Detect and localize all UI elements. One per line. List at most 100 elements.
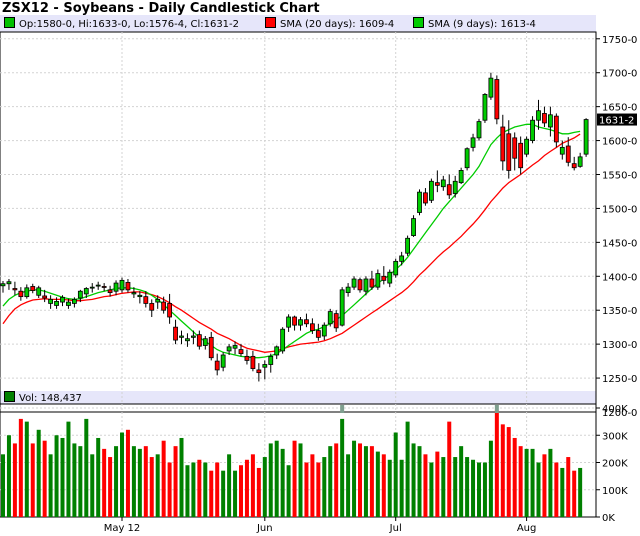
candle-body (48, 298, 53, 304)
volume-bar (203, 462, 208, 517)
candle-body (571, 163, 577, 169)
candle (214, 353, 220, 376)
candle (185, 333, 190, 347)
candle (250, 350, 256, 372)
candle-body (405, 237, 411, 254)
volume-bar (435, 451, 440, 517)
candle-body (77, 290, 83, 299)
candle-body (12, 288, 18, 291)
candle-body (506, 133, 512, 171)
candle-body (214, 360, 220, 371)
candle-body (500, 126, 506, 162)
candle (565, 137, 571, 167)
price-tick-label: 1400-0 (602, 272, 637, 283)
candle-body (185, 338, 190, 342)
volume-bar (578, 467, 583, 517)
candle (411, 215, 416, 237)
candle-body (345, 286, 351, 293)
volume-bar (114, 446, 119, 517)
volume-bar (322, 457, 327, 517)
volume-bar (363, 446, 368, 517)
volume-pane-frame (0, 403, 597, 518)
candle-body (232, 345, 238, 349)
ohlc-swatch-icon (4, 17, 15, 28)
candle (196, 330, 202, 350)
sma20-line (2, 133, 581, 353)
candle (208, 331, 214, 361)
candle (280, 327, 286, 354)
volume-bar (465, 457, 470, 517)
volume-bar (96, 437, 101, 517)
candle (488, 72, 494, 100)
volume-tick-label: 200K (602, 459, 628, 470)
candle-body (363, 278, 369, 292)
volume-bar (304, 462, 309, 517)
candle (357, 277, 363, 293)
volume-bar (358, 443, 362, 517)
volume-bar (411, 443, 416, 517)
candle-body (42, 295, 48, 299)
candle (18, 287, 24, 301)
volume-bar (334, 443, 339, 517)
sma9-legend-item: SMA (9 days): 1613-4 (413, 17, 536, 30)
candle-body (458, 170, 464, 184)
candle (494, 75, 500, 125)
volume-bar (227, 454, 232, 517)
candle-body (559, 146, 565, 155)
volume-bar (72, 443, 77, 517)
volume-swatch-icon (4, 391, 15, 402)
price-pane-frame (0, 31, 597, 413)
volume-bar (42, 440, 47, 517)
candle-body (173, 326, 178, 341)
volume-bar (524, 448, 529, 517)
candle (309, 318, 315, 334)
candle (119, 277, 125, 293)
candle-body (577, 156, 583, 167)
candle (143, 291, 149, 308)
candle (571, 156, 577, 171)
candle (95, 281, 101, 290)
volume-bar (197, 459, 202, 517)
candle (542, 106, 547, 127)
volume-bar (494, 410, 499, 517)
candle (107, 285, 113, 297)
candle-body (155, 298, 161, 303)
volume-bar (536, 462, 541, 517)
candle (369, 270, 375, 290)
candle (405, 235, 411, 256)
candle-body (333, 313, 339, 329)
candle-body (524, 138, 529, 155)
volume-bar (340, 418, 345, 517)
volume-bar (346, 454, 351, 517)
candle-body (167, 303, 173, 318)
candle-body (518, 142, 524, 169)
candle (161, 296, 167, 314)
volume-legend: Vol: 148,437 (0, 391, 596, 404)
candle-body (6, 281, 12, 285)
candle-body (375, 273, 381, 288)
candle (292, 315, 297, 331)
price-tick-label: 1200-0 (602, 408, 637, 419)
candle-body (143, 296, 149, 304)
candle (446, 174, 452, 199)
price-tick-label: 1350-0 (602, 306, 637, 317)
candle-body (30, 286, 36, 291)
candle-body (428, 180, 434, 201)
candle (304, 313, 309, 328)
candle-body (208, 336, 214, 359)
candle-body (494, 79, 500, 120)
candle-body (446, 184, 452, 196)
last-price-tag: 1631-2 (597, 113, 637, 127)
volume-bar (286, 465, 291, 517)
volume-bar (459, 446, 464, 517)
candle (6, 279, 12, 290)
volume-bar (78, 446, 83, 517)
candle-body (482, 94, 488, 121)
candle-body (190, 335, 196, 338)
candle-body (24, 287, 30, 298)
volume-bar (209, 470, 214, 517)
ohlc-legend-item: Op:1580-0, Hi:1633-0, Lo:1576-4, Cl:1631… (4, 17, 239, 30)
volume-bar (417, 446, 422, 517)
volume-bar-overflow (340, 405, 345, 413)
